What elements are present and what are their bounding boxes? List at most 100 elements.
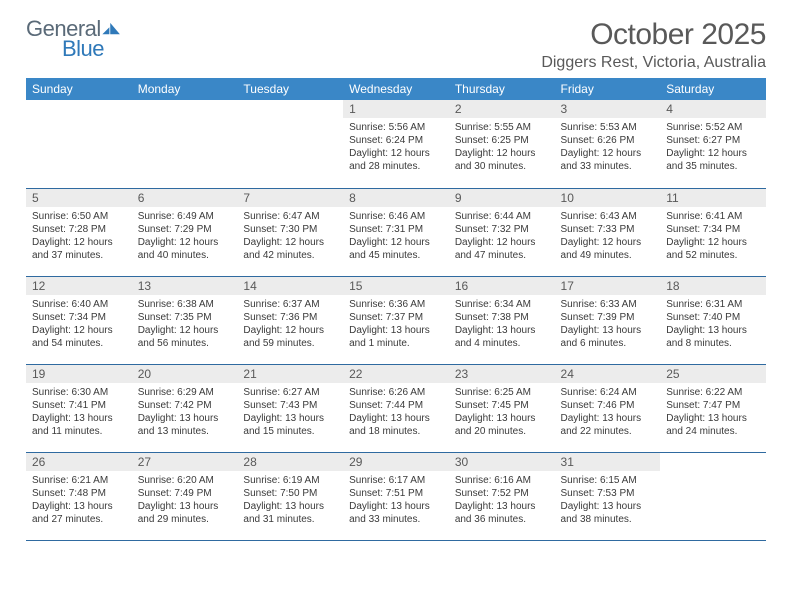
sunrise-line: Sunrise: 6:16 AM: [455, 474, 549, 487]
sunrise-line: Sunrise: 6:47 AM: [243, 210, 337, 223]
calendar-day: 26Sunrise: 6:21 AMSunset: 7:48 PMDayligh…: [26, 452, 132, 540]
calendar-day: 4Sunrise: 5:52 AMSunset: 6:27 PMDaylight…: [660, 100, 766, 188]
daylight-line: Daylight: 12 hours and 35 minutes.: [666, 147, 760, 173]
month-title: October 2025: [541, 18, 766, 52]
calendar-day: 12Sunrise: 6:40 AMSunset: 7:34 PMDayligh…: [26, 276, 132, 364]
sunrise-line: Sunrise: 6:37 AM: [243, 298, 337, 311]
calendar-day: 21Sunrise: 6:27 AMSunset: 7:43 PMDayligh…: [237, 364, 343, 452]
calendar-day: 8Sunrise: 6:46 AMSunset: 7:31 PMDaylight…: [343, 188, 449, 276]
day-number: 25: [660, 365, 766, 383]
day-content: Sunrise: 6:43 AMSunset: 7:33 PMDaylight:…: [555, 207, 661, 266]
day-content: Sunrise: 6:41 AMSunset: 7:34 PMDaylight:…: [660, 207, 766, 266]
day-number: 31: [555, 453, 661, 471]
day-number: 18: [660, 277, 766, 295]
sunset-line: Sunset: 7:39 PM: [561, 311, 655, 324]
sunset-line: Sunset: 7:31 PM: [349, 223, 443, 236]
calendar-day: 18Sunrise: 6:31 AMSunset: 7:40 PMDayligh…: [660, 276, 766, 364]
sunrise-line: Sunrise: 6:29 AM: [138, 386, 232, 399]
day-number: 17: [555, 277, 661, 295]
sunrise-line: Sunrise: 6:44 AM: [455, 210, 549, 223]
daylight-line: Daylight: 13 hours and 31 minutes.: [243, 500, 337, 526]
calendar-week: 12Sunrise: 6:40 AMSunset: 7:34 PMDayligh…: [26, 276, 766, 364]
day-content: Sunrise: 6:38 AMSunset: 7:35 PMDaylight:…: [132, 295, 238, 354]
calendar-day: 13Sunrise: 6:38 AMSunset: 7:35 PMDayligh…: [132, 276, 238, 364]
day-number: 26: [26, 453, 132, 471]
calendar-day: 7Sunrise: 6:47 AMSunset: 7:30 PMDaylight…: [237, 188, 343, 276]
sunrise-line: Sunrise: 6:30 AM: [32, 386, 126, 399]
sunrise-line: Sunrise: 6:33 AM: [561, 298, 655, 311]
daylight-line: Daylight: 12 hours and 49 minutes.: [561, 236, 655, 262]
location: Diggers Rest, Victoria, Australia: [541, 54, 766, 72]
day-content: Sunrise: 6:34 AMSunset: 7:38 PMDaylight:…: [449, 295, 555, 354]
sunrise-line: Sunrise: 5:56 AM: [349, 121, 443, 134]
day-content: Sunrise: 6:19 AMSunset: 7:50 PMDaylight:…: [237, 471, 343, 530]
sunrise-line: Sunrise: 6:19 AM: [243, 474, 337, 487]
header: GeneralBlue October 2025 Diggers Rest, V…: [26, 18, 766, 72]
daylight-line: Daylight: 12 hours and 52 minutes.: [666, 236, 760, 262]
daylight-line: Daylight: 13 hours and 13 minutes.: [138, 412, 232, 438]
sunset-line: Sunset: 7:46 PM: [561, 399, 655, 412]
sunset-line: Sunset: 7:49 PM: [138, 487, 232, 500]
daylight-line: Daylight: 12 hours and 59 minutes.: [243, 324, 337, 350]
day-content: Sunrise: 6:27 AMSunset: 7:43 PMDaylight:…: [237, 383, 343, 442]
calendar-day: 9Sunrise: 6:44 AMSunset: 7:32 PMDaylight…: [449, 188, 555, 276]
weekday-header: Sunday: [26, 78, 132, 100]
sunset-line: Sunset: 7:51 PM: [349, 487, 443, 500]
sunrise-line: Sunrise: 6:26 AM: [349, 386, 443, 399]
weekday-header: Wednesday: [343, 78, 449, 100]
day-content: Sunrise: 6:47 AMSunset: 7:30 PMDaylight:…: [237, 207, 343, 266]
sunset-line: Sunset: 6:27 PM: [666, 134, 760, 147]
calendar-week: 1Sunrise: 5:56 AMSunset: 6:24 PMDaylight…: [26, 100, 766, 188]
calendar-day: 20Sunrise: 6:29 AMSunset: 7:42 PMDayligh…: [132, 364, 238, 452]
sunset-line: Sunset: 7:53 PM: [561, 487, 655, 500]
sunrise-line: Sunrise: 5:53 AM: [561, 121, 655, 134]
day-number: 5: [26, 189, 132, 207]
day-content: Sunrise: 6:25 AMSunset: 7:45 PMDaylight:…: [449, 383, 555, 442]
day-content: Sunrise: 5:55 AMSunset: 6:25 PMDaylight:…: [449, 118, 555, 177]
calendar-day: [132, 100, 238, 188]
sunrise-line: Sunrise: 6:25 AM: [455, 386, 549, 399]
sunrise-line: Sunrise: 6:46 AM: [349, 210, 443, 223]
day-number: 6: [132, 189, 238, 207]
sunrise-line: Sunrise: 6:24 AM: [561, 386, 655, 399]
sunrise-line: Sunrise: 6:50 AM: [32, 210, 126, 223]
sunset-line: Sunset: 7:30 PM: [243, 223, 337, 236]
day-number: 30: [449, 453, 555, 471]
day-content: Sunrise: 5:53 AMSunset: 6:26 PMDaylight:…: [555, 118, 661, 177]
sunrise-line: Sunrise: 6:31 AM: [666, 298, 760, 311]
sunrise-line: Sunrise: 6:38 AM: [138, 298, 232, 311]
calendar-day: 3Sunrise: 5:53 AMSunset: 6:26 PMDaylight…: [555, 100, 661, 188]
daylight-line: Daylight: 12 hours and 30 minutes.: [455, 147, 549, 173]
day-number: 22: [343, 365, 449, 383]
calendar-body: 1Sunrise: 5:56 AMSunset: 6:24 PMDaylight…: [26, 100, 766, 540]
weekday-header: Friday: [555, 78, 661, 100]
sunrise-line: Sunrise: 6:20 AM: [138, 474, 232, 487]
logo-icon: [102, 18, 122, 40]
day-number: 11: [660, 189, 766, 207]
calendar-head: SundayMondayTuesdayWednesdayThursdayFrid…: [26, 78, 766, 100]
sunset-line: Sunset: 7:44 PM: [349, 399, 443, 412]
weekday-header: Saturday: [660, 78, 766, 100]
daylight-line: Daylight: 12 hours and 54 minutes.: [32, 324, 126, 350]
day-number: 3: [555, 100, 661, 118]
sunset-line: Sunset: 7:50 PM: [243, 487, 337, 500]
sunrise-line: Sunrise: 6:27 AM: [243, 386, 337, 399]
day-content: Sunrise: 6:24 AMSunset: 7:46 PMDaylight:…: [555, 383, 661, 442]
day-content: Sunrise: 6:30 AMSunset: 7:41 PMDaylight:…: [26, 383, 132, 442]
day-content: Sunrise: 6:16 AMSunset: 7:52 PMDaylight:…: [449, 471, 555, 530]
day-number: 19: [26, 365, 132, 383]
daylight-line: Daylight: 12 hours and 40 minutes.: [138, 236, 232, 262]
calendar-day: 30Sunrise: 6:16 AMSunset: 7:52 PMDayligh…: [449, 452, 555, 540]
sunset-line: Sunset: 7:28 PM: [32, 223, 126, 236]
day-content: Sunrise: 5:56 AMSunset: 6:24 PMDaylight:…: [343, 118, 449, 177]
calendar-day: [237, 100, 343, 188]
calendar-day: [660, 452, 766, 540]
calendar-day: 11Sunrise: 6:41 AMSunset: 7:34 PMDayligh…: [660, 188, 766, 276]
calendar-week: 26Sunrise: 6:21 AMSunset: 7:48 PMDayligh…: [26, 452, 766, 540]
daylight-line: Daylight: 13 hours and 33 minutes.: [349, 500, 443, 526]
day-content: Sunrise: 6:29 AMSunset: 7:42 PMDaylight:…: [132, 383, 238, 442]
day-content: Sunrise: 6:21 AMSunset: 7:48 PMDaylight:…: [26, 471, 132, 530]
daylight-line: Daylight: 12 hours and 42 minutes.: [243, 236, 337, 262]
day-content: Sunrise: 6:50 AMSunset: 7:28 PMDaylight:…: [26, 207, 132, 266]
logo: GeneralBlue: [26, 18, 123, 60]
